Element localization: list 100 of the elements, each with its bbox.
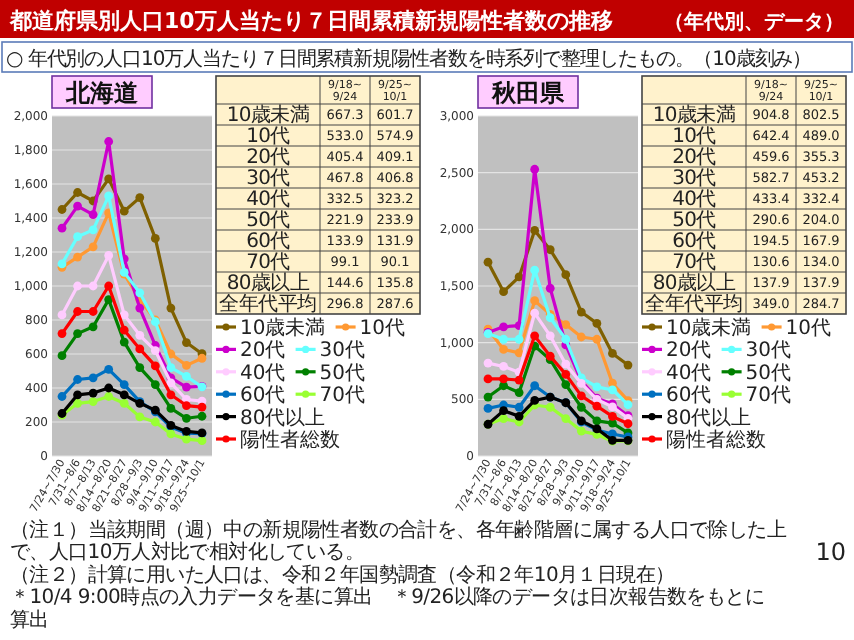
point xyxy=(514,411,524,421)
y-tick-label: 70代 xyxy=(672,252,717,275)
point xyxy=(592,382,602,392)
point xyxy=(182,372,191,381)
point xyxy=(499,287,508,297)
point xyxy=(135,288,145,298)
point xyxy=(135,303,145,313)
point xyxy=(483,404,493,413)
point xyxy=(182,382,191,392)
point xyxy=(561,414,571,423)
point xyxy=(592,319,602,328)
point xyxy=(166,429,176,439)
point xyxy=(104,251,114,260)
point xyxy=(104,191,114,201)
point xyxy=(135,344,145,354)
text: 10 xyxy=(815,538,846,566)
point xyxy=(73,252,82,262)
point xyxy=(182,413,191,423)
point xyxy=(182,434,191,444)
point xyxy=(88,210,98,219)
point xyxy=(561,334,571,344)
point xyxy=(73,398,82,408)
point xyxy=(530,296,540,306)
legend-label: 70代 xyxy=(319,385,366,408)
point xyxy=(545,331,555,341)
point xyxy=(166,378,176,388)
point xyxy=(592,401,602,411)
chart-title: 北海道 xyxy=(64,79,140,107)
text: （年代別、データ） xyxy=(664,10,844,34)
point xyxy=(197,411,207,421)
point xyxy=(73,390,82,400)
point xyxy=(499,362,508,371)
point xyxy=(623,360,633,370)
point xyxy=(608,412,617,421)
point xyxy=(576,391,586,401)
y-tick-label: 60代 xyxy=(672,231,717,254)
point xyxy=(57,392,67,401)
point xyxy=(88,242,98,252)
point xyxy=(57,351,67,361)
point xyxy=(530,381,540,391)
point xyxy=(608,385,617,395)
point xyxy=(483,358,493,368)
point xyxy=(166,404,176,413)
point xyxy=(545,402,555,412)
point xyxy=(483,374,493,384)
legend-label: 30代 xyxy=(745,340,792,363)
point xyxy=(135,193,145,202)
point xyxy=(514,402,524,412)
point xyxy=(119,325,129,335)
point xyxy=(104,137,114,146)
text: ○ 年代別の人口10万人当たり７日間累積新規陽性者数を時系列で整理したもの。（10歳刻み） xyxy=(6,47,812,71)
point xyxy=(499,414,508,423)
point xyxy=(561,270,571,280)
y-tick-label: 40代 xyxy=(246,189,291,212)
legend-label: 80代以上 xyxy=(240,405,326,430)
y-tick-label: 全年代平均 xyxy=(645,292,744,317)
y-tick-label: 10代 xyxy=(246,126,291,149)
point xyxy=(608,349,617,358)
point xyxy=(88,307,98,316)
point xyxy=(135,330,145,340)
point xyxy=(57,310,67,320)
point xyxy=(514,388,524,397)
legend-label: 10代 xyxy=(359,318,406,340)
y-tick-label: 30代 xyxy=(246,168,291,191)
legend-label: 50代 xyxy=(745,362,792,385)
point xyxy=(166,390,176,400)
point xyxy=(530,331,540,341)
point xyxy=(561,370,571,379)
text: 都道府県別人口10万人当たり７日間累積新規陽性者数の推移 xyxy=(8,8,613,34)
y-tick-label: 60代 xyxy=(246,231,291,254)
point xyxy=(623,419,633,429)
point xyxy=(119,398,129,408)
y-tick-label: 20代 xyxy=(246,147,291,170)
y-tick-label: 80歳以上 xyxy=(652,271,736,296)
y-tick-label: 30代 xyxy=(672,168,717,191)
point xyxy=(57,205,67,214)
point xyxy=(530,265,540,275)
point xyxy=(73,188,82,197)
point xyxy=(73,232,82,242)
point xyxy=(182,360,191,370)
text: ＊10/4 9:00時点の入力データを基に算出 ＊9/26以降のデータは日次報告数をもとに算出 xyxy=(10,585,765,632)
point xyxy=(530,164,540,174)
point xyxy=(576,307,586,317)
point xyxy=(545,283,555,293)
point xyxy=(592,334,602,344)
point xyxy=(57,223,67,233)
point xyxy=(88,397,98,406)
point xyxy=(150,417,160,427)
point xyxy=(150,380,160,389)
point xyxy=(150,361,160,371)
point xyxy=(545,245,555,255)
point xyxy=(73,375,82,384)
point xyxy=(73,307,82,316)
point xyxy=(182,338,191,347)
point xyxy=(530,396,540,405)
point xyxy=(499,345,508,354)
point xyxy=(499,334,508,344)
point xyxy=(104,364,114,374)
point xyxy=(499,374,508,384)
y-tick-label: 20代 xyxy=(672,147,717,170)
